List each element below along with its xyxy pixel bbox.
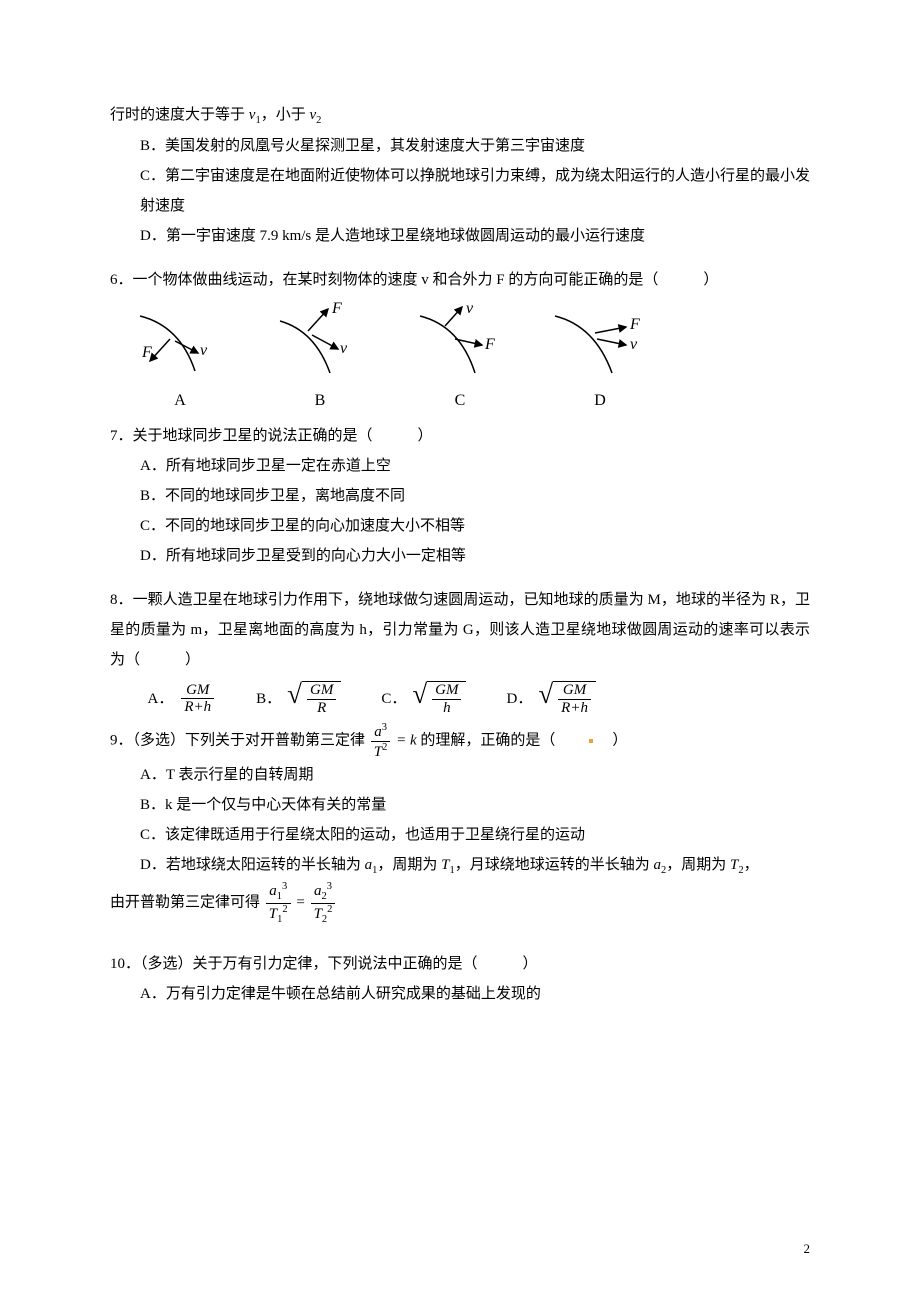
- q7-option-a: A．所有地球同步卫星一定在赤道上空: [110, 451, 810, 481]
- q9-stem: 9．（多选）下列关于对开普勒第三定律 a3T2 = k 的理解，正确的是（ ）: [110, 722, 810, 760]
- q10-stem: 10．（多选）关于万有引力定律，下列说法中正确的是（ ）: [110, 949, 810, 979]
- carryover-line: 行时的速度大于等于 v1，小于 v2: [110, 100, 810, 131]
- q6-diagram-d: F v D: [530, 301, 670, 417]
- page-number: 2: [804, 1236, 811, 1262]
- q9-option-b: B．k 是一个仅与中心天体有关的常量: [110, 790, 810, 820]
- q6-diagrams: F v A F v B v F: [110, 301, 810, 417]
- q6-label-c: C: [390, 385, 530, 417]
- q6-diagram-a: F v A: [110, 301, 250, 417]
- svg-text:F: F: [629, 316, 640, 333]
- q6-label-a: A: [110, 385, 250, 417]
- exam-page: 行时的速度大于等于 v1，小于 v2 B．美国发射的凤凰号火星探测卫星，其发射速…: [0, 0, 920, 1302]
- svg-text:v: v: [630, 336, 638, 353]
- q5-option-b: B．美国发射的凤凰号火星探测卫星，其发射速度大于第三宇宙速度: [110, 131, 810, 161]
- q6-diagram-c: v F C: [390, 301, 530, 417]
- svg-text:F: F: [484, 336, 495, 353]
- q9-option-a: A．T 表示行星的自转周期: [110, 760, 810, 790]
- q8-options: A． GMR+h B． √GMR C． √GMh D． √GMR+h: [110, 681, 810, 716]
- q8-option-c: C． √GMh: [381, 681, 466, 716]
- q7-option-c: C．不同的地球同步卫星的向心加速度大小不相等: [110, 511, 810, 541]
- svg-text:F: F: [331, 301, 342, 317]
- q10-option-a: A．万有引力定律是牛顿在总结前人研究成果的基础上发现的: [110, 979, 810, 1009]
- q9-option-d: D．若地球绕太阳运转的半长轴为 a1，周期为 T1，月球绕地球运转的半长轴为 a…: [110, 850, 810, 881]
- q5-option-c: C．第二宇宙速度是在地面附近使物体可以挣脱地球引力束缚，成为绕太阳运行的人造小行…: [110, 161, 810, 221]
- q7-option-b: B．不同的地球同步卫星，离地高度不同: [110, 481, 810, 511]
- q9-option-d-line2: 由开普勒第三定律可得 a13T12 = a23T22: [110, 881, 810, 925]
- q9-option-c: C．该定律既适用于行星绕太阳的运动，也适用于卫星绕行星的运动: [110, 820, 810, 850]
- svg-text:v: v: [200, 342, 208, 359]
- q5-option-d: D．第一宇宙速度 7.9 km/s 是人造地球卫星绕地球做圆周运动的最小运行速度: [110, 221, 810, 251]
- q6-label-b: B: [250, 385, 390, 417]
- svg-text:v: v: [340, 340, 348, 357]
- marker-dot-icon: [589, 739, 593, 743]
- q8-option-b: B． √GMR: [256, 681, 341, 716]
- svg-text:F: F: [141, 344, 152, 361]
- svg-text:v: v: [466, 301, 474, 317]
- q8-stem: 8．一颗人造卫星在地球引力作用下，绕地球做匀速圆周运动，已知地球的质量为 M，地…: [110, 585, 810, 675]
- q6-diagram-b: F v B: [250, 301, 390, 417]
- q6-label-d: D: [530, 385, 670, 417]
- q6-stem: 6．一个物体做曲线运动，在某时刻物体的速度 v 和合外力 F 的方向可能正确的是…: [110, 265, 810, 295]
- q7-stem: 7．关于地球同步卫星的说法正确的是（ ）: [110, 421, 810, 451]
- q7-option-d: D．所有地球同步卫星受到的向心力大小一定相等: [110, 541, 810, 571]
- q8-option-a: A． GMR+h: [148, 682, 217, 716]
- q8-option-d: D． √GMR+h: [506, 681, 595, 716]
